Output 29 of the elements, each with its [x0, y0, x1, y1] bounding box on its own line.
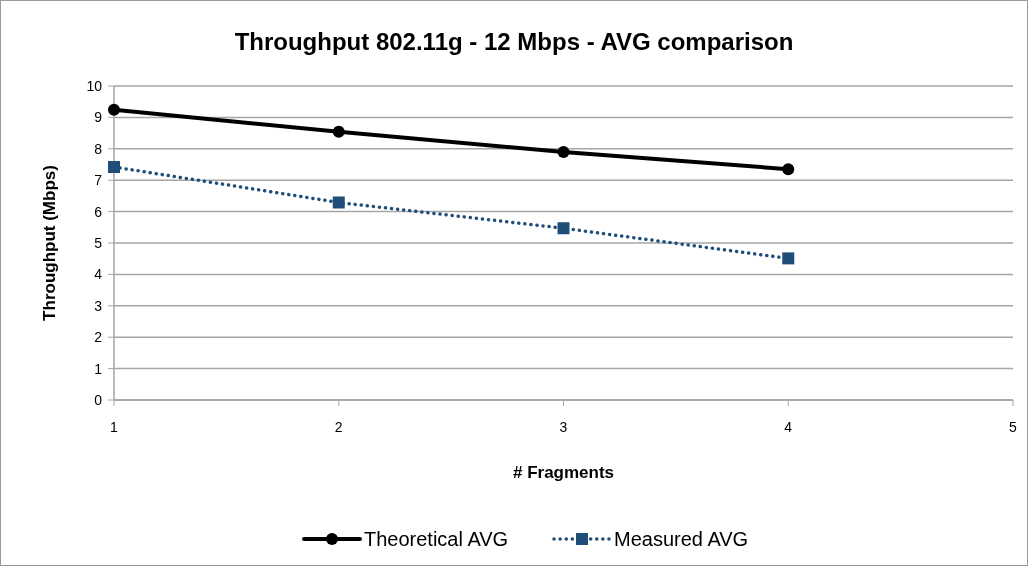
point: [108, 161, 120, 174]
y-tick-label: 6: [94, 203, 103, 220]
y-tick-label: 5: [94, 234, 103, 251]
y-tick-label: 4: [94, 266, 103, 283]
point: [332, 125, 345, 138]
y-tick-label: 3: [94, 297, 103, 314]
point: [782, 163, 795, 176]
y-tick-label: 0: [94, 391, 103, 408]
chart-title: Throughput 802.11g - 12 Mbps - AVG comparison: [234, 28, 794, 55]
x-tick-label: 3: [559, 419, 568, 435]
x-tick-label: 5: [1009, 419, 1018, 435]
point: [108, 103, 120, 116]
legend-label: Measured AVG: [614, 528, 749, 550]
point: [782, 252, 795, 265]
y-tick-label: 7: [94, 172, 103, 189]
x-axis-title: # Fragments: [512, 463, 615, 482]
y-tick-label: 10: [86, 77, 103, 94]
point: [332, 196, 345, 209]
point: [557, 145, 570, 158]
x-tick-label: 4: [784, 419, 793, 435]
y-tick-label: 9: [94, 109, 103, 126]
y-axis-title: Throughput (Mbps): [40, 165, 59, 321]
y-tick-label: 2: [94, 329, 103, 346]
y-tick-label: 8: [94, 140, 103, 157]
x-tick-label: 2: [334, 419, 343, 435]
legend-label: Theoretical AVG: [364, 528, 509, 550]
y-tick-label: 1: [94, 360, 103, 377]
point: [557, 222, 570, 235]
x-tick-label: 1: [110, 419, 119, 435]
